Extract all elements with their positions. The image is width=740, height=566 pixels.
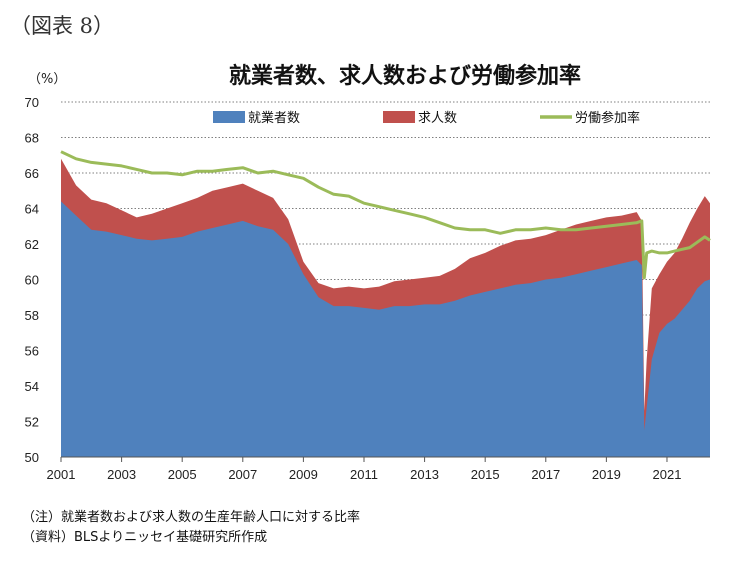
x-tick-label: 2001 [47, 467, 76, 482]
y-tick-label: 54 [25, 379, 39, 394]
chart-title: 就業者数、求人数および労働参加率 [228, 64, 581, 89]
legend-swatch [213, 111, 245, 123]
y-tick-label: 70 [25, 95, 39, 110]
x-tick-label: 2019 [592, 467, 621, 482]
figure-label: （図表 8） [10, 14, 115, 38]
notes: （注）就業者数および求人数の生産年齢人口に対する比率 （資料）BLSよりニッセイ… [22, 508, 360, 548]
y-tick-label: 68 [25, 131, 39, 146]
source-line: （資料）BLSよりニッセイ基礎研究所作成 [22, 530, 268, 545]
note-line: （注）就業者数および求人数の生産年齢人口に対する比率 [22, 510, 361, 525]
x-tick-label: 2005 [168, 467, 197, 482]
x-tick-label: 2011 [350, 467, 378, 482]
y-tick-label: 56 [25, 344, 39, 359]
legend-label: 求人数 [418, 111, 457, 126]
axes: 50 52 54 56 58 60 62 64 66 68 70 2001 2003 2005 2007 20… [25, 95, 710, 482]
legend-label: 就業者数 [248, 110, 300, 126]
x-tick-label: 2009 [289, 467, 318, 482]
line-series-layer [60, 150, 711, 280]
employment-area [61, 201, 710, 457]
participation-line [60, 150, 711, 280]
legend-label: 労働参加率 [575, 110, 640, 126]
area-series-layer [61, 158, 710, 458]
x-tick-label: 2017 [531, 467, 560, 482]
legend: 就業者数 求人数 労働参加率 [213, 110, 640, 126]
x-tick-label: 2003 [107, 467, 136, 482]
x-tick-label: 2013 [410, 467, 439, 482]
x-tick-label: 2007 [228, 467, 257, 482]
y-tick-label: 64 [25, 202, 39, 217]
y-tick-label: 58 [25, 308, 39, 323]
y-tick-label: 50 [25, 450, 39, 465]
y-tick-label: 66 [25, 166, 39, 181]
x-tick-label: 2021 [653, 467, 682, 482]
y-tick-label: 62 [25, 237, 39, 252]
x-tick-label: 2015 [471, 467, 500, 482]
y-axis-unit-label: （%） [28, 72, 67, 87]
y-tick-label: 60 [25, 273, 39, 288]
legend-swatch [383, 111, 415, 123]
y-tick-label: 52 [25, 415, 39, 430]
